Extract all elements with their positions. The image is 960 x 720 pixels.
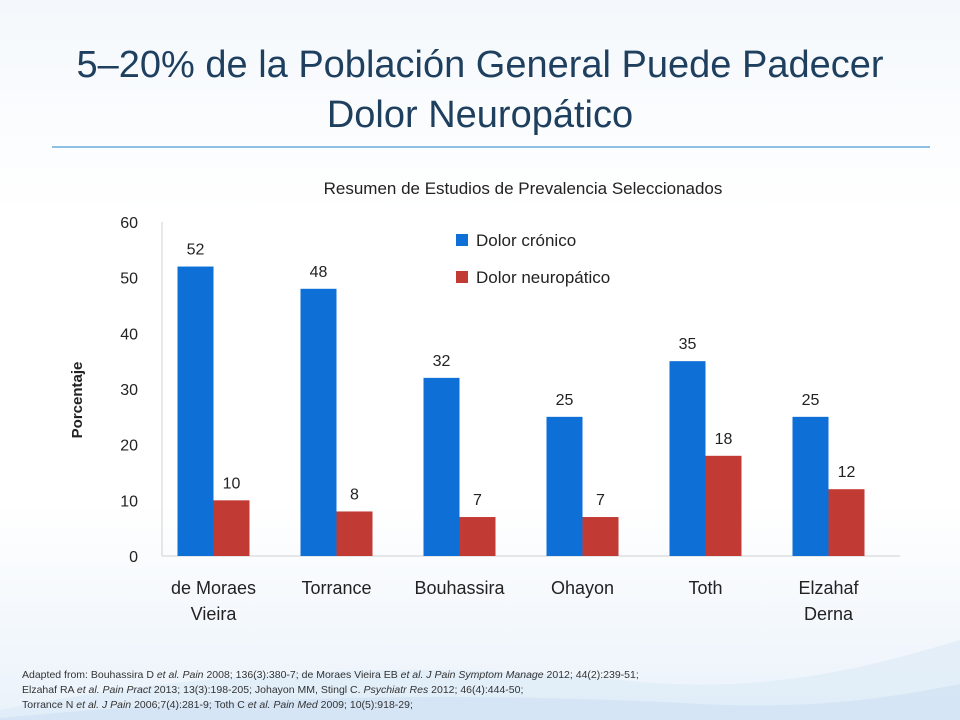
title-divider [52,146,930,148]
reference-segment: Psychiatr Res [363,684,429,696]
x-tick-label: Elzahaf [798,578,859,598]
slide-title-line-2: Dolor Neuropático [326,94,634,136]
bar-value-label: 18 [715,431,733,448]
reference-segment: 2006;7(4):281-9; Toth C [131,699,248,711]
legend-label: Dolor neuropático [476,268,610,287]
bar-value-label: 8 [350,486,359,503]
reference-segment: 2012; 44(2):239-51; [543,669,639,681]
x-tick-label: de Moraes [171,578,256,598]
y-tick-label: 30 [120,382,138,399]
prevalence-bar-chart: Resumen de Estudios de Prevalencia Selec… [69,179,900,624]
bar [705,455,742,556]
reference-segment: Adapted from: Bouhassira D [22,669,157,681]
bar [669,361,706,556]
y-tick-label: 0 [129,549,138,566]
y-tick-label: 40 [120,326,138,343]
legend-label: Dolor crónico [476,231,576,250]
reference-segment: 2013; 13(3):198-205; Johayon MM, Stingl … [151,684,364,696]
bar [828,489,865,556]
bar-value-label: 32 [433,353,451,370]
reference-segment: 2009; 10(5):918-29; [317,699,413,711]
bar-value-label: 10 [223,475,241,492]
bar [423,377,460,556]
reference-segment: Elzahaf RA [22,684,77,696]
references: Adapted from: Bouhassira D et al. Pain 2… [22,668,942,713]
x-tick-label: Ohayon [551,578,614,598]
bar-value-label: 7 [596,492,605,509]
slide-title: 5–20% de la Población General Puede Pade… [30,40,930,140]
bar [546,416,583,556]
bar [177,266,214,556]
bar [213,500,250,556]
reference-segment: Torrance N [22,699,77,711]
slide-title-line-1: 5–20% de la Población General Puede Pade… [76,44,884,86]
reference-segment: et al. J Pain [76,699,132,711]
y-tick-label: 60 [120,215,138,232]
y-axis-label: Porcentaje [69,362,86,439]
reference-segment: et al. Pain Med [247,699,318,711]
reference-segment: et al. J Pain Symptom Manage [400,669,544,681]
bar [336,511,373,556]
bar-value-label: 7 [473,492,482,509]
bar-value-label: 12 [838,464,856,481]
bar-value-label: 48 [310,264,328,281]
reference-segment: et al. Pain Pract [76,684,151,696]
reference-segment: 2008; 136(3):380-7; de Moraes Vieira EB [203,669,401,681]
bar [792,416,829,556]
y-tick-label: 50 [120,271,138,288]
bar [582,517,619,556]
bar-value-label: 25 [802,392,820,409]
x-tick-label: Toth [688,578,722,598]
x-tick-label: Derna [804,604,854,624]
bar [300,288,337,556]
legend-swatch [456,234,468,246]
bar-value-label: 25 [556,392,574,409]
bar-value-label: 52 [187,242,205,259]
reference-line: Elzahaf RA et al. Pain Pract 2013; 13(3)… [22,683,942,698]
reference-line: Adapted from: Bouhassira D et al. Pain 2… [22,668,942,683]
bar [459,517,496,556]
x-tick-label: Vieira [191,604,238,624]
y-tick-label: 10 [120,493,138,510]
bar-value-label: 35 [679,336,697,353]
reference-segment: et al. Pain [156,669,204,681]
x-tick-label: Bouhassira [414,578,505,598]
legend-swatch [456,271,468,283]
reference-segment: 2012; 46(4):444-50; [428,684,524,696]
x-tick-label: Torrance [301,578,371,598]
reference-line: Torrance N et al. J Pain 2006;7(4):281-9… [22,698,942,713]
chart-title: Resumen de Estudios de Prevalencia Selec… [324,179,723,198]
y-tick-label: 20 [120,438,138,455]
